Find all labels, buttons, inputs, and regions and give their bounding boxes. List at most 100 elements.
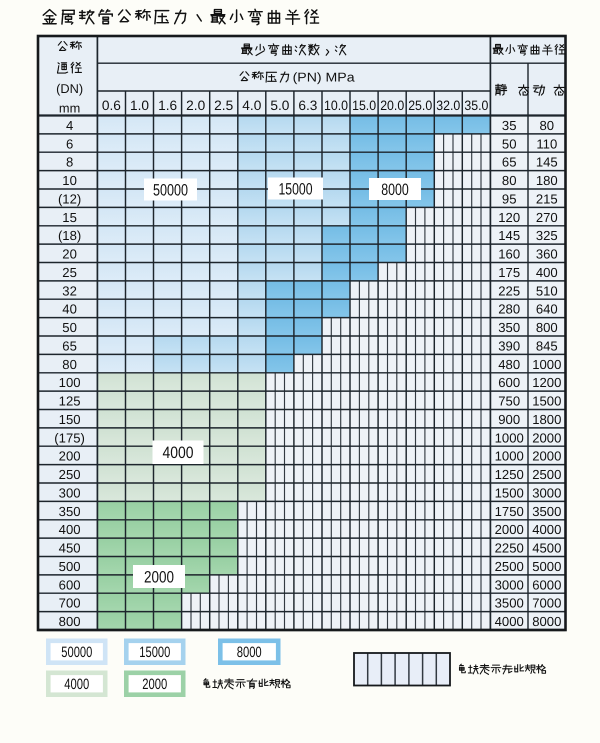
svg-text:6000: 6000 (532, 577, 561, 592)
svg-text:0.6: 0.6 (102, 98, 121, 113)
svg-text:50000: 50000 (153, 181, 188, 199)
svg-text:2.0: 2.0 (186, 98, 205, 113)
svg-text:1000: 1000 (495, 430, 524, 445)
svg-text:20: 20 (62, 247, 77, 262)
svg-text:200: 200 (59, 449, 81, 464)
svg-text:65: 65 (502, 155, 517, 170)
svg-text:325: 325 (536, 228, 558, 243)
svg-text:2000: 2000 (495, 522, 524, 537)
svg-text:10: 10 (62, 173, 77, 188)
svg-text:32.0: 32.0 (436, 98, 460, 113)
svg-text:400: 400 (536, 265, 558, 280)
svg-text:900: 900 (498, 412, 520, 427)
svg-text:8000: 8000 (381, 181, 409, 199)
svg-text:35: 35 (502, 118, 517, 133)
svg-text:(12): (12) (58, 191, 81, 206)
svg-text:mm: mm (59, 100, 80, 115)
svg-text:6.3: 6.3 (298, 98, 317, 113)
svg-text:2500: 2500 (532, 467, 561, 482)
svg-text:700: 700 (59, 596, 81, 611)
svg-text:(DN): (DN) (56, 81, 83, 96)
svg-text:20.0: 20.0 (380, 98, 404, 113)
svg-text:3000: 3000 (532, 485, 561, 500)
svg-text:250: 250 (59, 467, 81, 482)
svg-text:215: 215 (536, 191, 558, 206)
svg-text:(175): (175) (54, 430, 85, 445)
svg-text:4000: 4000 (532, 522, 561, 537)
svg-text:2000: 2000 (142, 676, 167, 693)
svg-text:400: 400 (59, 522, 81, 537)
svg-text:15: 15 (62, 210, 77, 225)
svg-text:25: 25 (62, 265, 77, 280)
svg-text:270: 270 (536, 210, 558, 225)
svg-text:7000: 7000 (532, 596, 561, 611)
svg-text:65: 65 (62, 338, 77, 353)
svg-text:4000: 4000 (163, 444, 194, 462)
svg-text:50000: 50000 (61, 644, 92, 661)
svg-text:1.0: 1.0 (130, 98, 149, 113)
svg-text:800: 800 (59, 614, 81, 629)
svg-text:80: 80 (502, 173, 517, 188)
svg-text:280: 280 (498, 302, 520, 317)
svg-text:8000: 8000 (532, 614, 561, 629)
svg-text:510: 510 (536, 283, 558, 298)
svg-text:4000: 4000 (64, 676, 89, 693)
svg-text:80: 80 (540, 118, 555, 133)
svg-text:2000: 2000 (144, 568, 174, 586)
svg-text:175: 175 (498, 265, 520, 280)
svg-text:80: 80 (62, 357, 77, 372)
svg-text:600: 600 (59, 577, 81, 592)
svg-text:2.5: 2.5 (214, 98, 233, 113)
svg-text:4.0: 4.0 (242, 98, 261, 113)
svg-text:125: 125 (59, 394, 81, 409)
svg-text:350: 350 (59, 504, 81, 519)
svg-text:450: 450 (59, 541, 81, 556)
svg-text:3000: 3000 (495, 577, 524, 592)
svg-text:35.0: 35.0 (464, 98, 488, 113)
svg-text:600: 600 (498, 375, 520, 390)
svg-text:95: 95 (502, 191, 517, 206)
svg-text:8: 8 (66, 155, 73, 170)
svg-text:1000: 1000 (532, 357, 561, 372)
svg-text:145: 145 (498, 228, 520, 243)
svg-text:145: 145 (536, 155, 558, 170)
svg-text:32: 32 (62, 283, 77, 298)
svg-text:120: 120 (498, 210, 520, 225)
svg-text:150: 150 (59, 412, 81, 427)
svg-text:25.0: 25.0 (408, 98, 432, 113)
svg-text:6: 6 (66, 136, 73, 151)
svg-text:750: 750 (498, 394, 520, 409)
svg-text:300: 300 (59, 485, 81, 500)
svg-text:1250: 1250 (495, 467, 524, 482)
svg-text:500: 500 (59, 559, 81, 574)
svg-text:2000: 2000 (532, 449, 561, 464)
svg-text:4000: 4000 (495, 614, 524, 629)
svg-text:4500: 4500 (532, 541, 561, 556)
svg-text:2500: 2500 (495, 559, 524, 574)
svg-text:50: 50 (502, 136, 517, 151)
svg-text:3500: 3500 (495, 596, 524, 611)
svg-text:110: 110 (536, 136, 557, 151)
svg-text:100: 100 (59, 375, 81, 390)
svg-text:2250: 2250 (495, 541, 524, 556)
svg-text:1200: 1200 (532, 375, 561, 390)
svg-text:1500: 1500 (495, 485, 524, 500)
svg-text:50: 50 (62, 320, 77, 335)
svg-text:1800: 1800 (532, 412, 561, 427)
svg-text:360: 360 (536, 247, 558, 262)
svg-text:1000: 1000 (495, 449, 524, 464)
svg-text:350: 350 (498, 320, 520, 335)
svg-text:390: 390 (498, 338, 520, 353)
svg-text:180: 180 (536, 173, 558, 188)
svg-text:10.0: 10.0 (324, 98, 348, 113)
svg-text:8000: 8000 (237, 644, 262, 661)
svg-text:(18): (18) (58, 228, 81, 243)
svg-text:15.0: 15.0 (352, 98, 376, 113)
svg-text:(PN) MPa: (PN) MPa (293, 70, 356, 85)
svg-text:2000: 2000 (532, 430, 561, 445)
svg-text:40: 40 (62, 302, 77, 317)
svg-text:15000: 15000 (279, 180, 313, 198)
svg-text:15000: 15000 (139, 644, 170, 661)
svg-text:1500: 1500 (532, 394, 561, 409)
svg-text:800: 800 (536, 320, 558, 335)
